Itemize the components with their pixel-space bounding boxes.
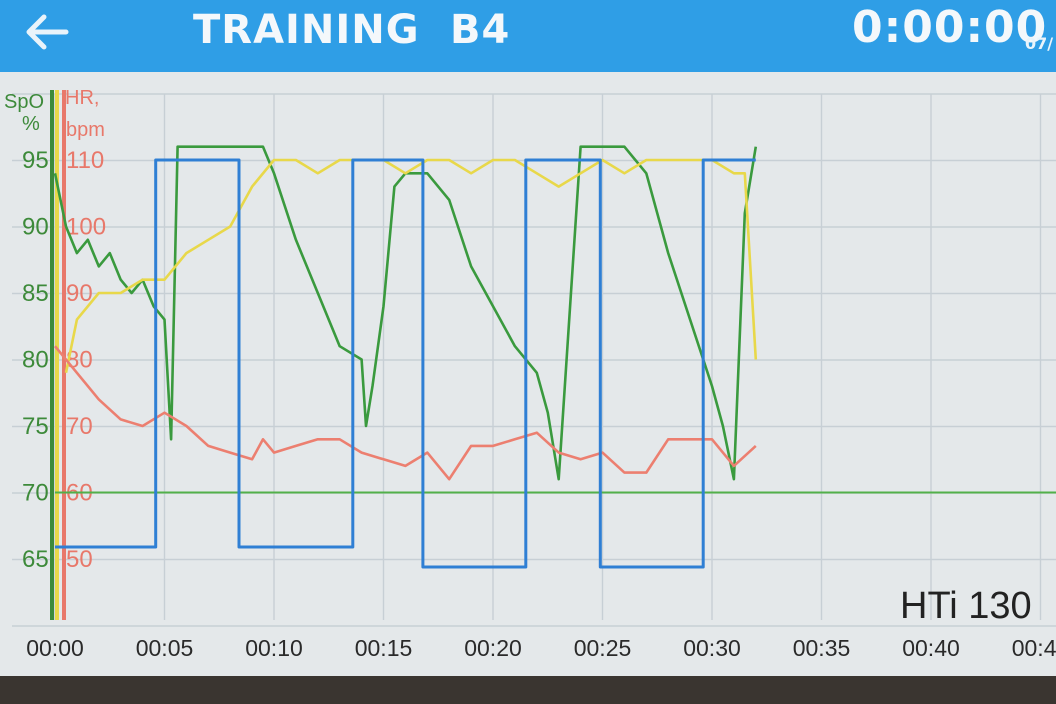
x-tick-labels: 00:00 00:05 00:10 00:15 00:20 00:25 00:30 00:35… (26, 635, 1056, 661)
hr-tick-label: 50 (66, 546, 93, 573)
screen-title: TRAINING (193, 7, 420, 53)
hr-axis-bar (62, 90, 66, 620)
spo2-tick-label: 80 (22, 347, 49, 374)
hr-tick-label: 70 (66, 413, 93, 440)
spo2-axis-bar (50, 90, 54, 620)
mode-label: B4 (450, 7, 511, 53)
x-tick-label: 00:35 (793, 635, 851, 661)
axis-labels: SpO % HR, bpm (4, 87, 105, 141)
target-series-line (55, 158, 756, 569)
chart-grid (12, 93, 1056, 627)
x-tick-label: 00:05 (136, 635, 194, 661)
x-tick-label: 00:25 (574, 635, 632, 661)
hr-axis-label: HR, (65, 87, 99, 109)
hr-tick-label: 100 (66, 214, 106, 241)
hr-tick-label: 90 (66, 280, 93, 307)
spo2-secondary-bar (55, 90, 59, 620)
chart-panel: SpO % HR, bpm 95 90 85 80 75 70 65 110 100 90 80 70… (0, 72, 1056, 676)
x-tick-label: 00:30 (683, 635, 741, 661)
spo2-axis-label: SpO (4, 91, 44, 113)
spo2-tick-label: 65 (22, 546, 49, 573)
x-tick-label: 00:00 (26, 635, 84, 661)
series-lines (53, 145, 1056, 569)
spo2-tick-label: 75 (22, 413, 49, 440)
x-tick-label: 00:10 (245, 635, 303, 661)
axis-bars (50, 90, 66, 620)
spo2-tick-label: 70 (22, 480, 49, 507)
session-timer: 0:00:00 (852, 2, 1048, 53)
device-bezel (0, 676, 1056, 704)
arrow-left-icon (26, 14, 69, 50)
trend-chart: SpO % HR, bpm 95908580757065110100908070… (4, 87, 1056, 661)
x-tick-label: 00:40 (902, 635, 960, 661)
spo2-tick-label: 90 (22, 214, 49, 241)
spo2-series-line (53, 145, 758, 481)
hr-tick-label: 110 (66, 147, 104, 174)
back-button[interactable] (18, 8, 74, 56)
date-label: 07/ (1025, 34, 1054, 53)
x-tick-label: 00:45 (1012, 635, 1056, 661)
spo2-tick-label: 85 (22, 280, 49, 307)
spo2-tick-label: 95 (22, 147, 49, 174)
app-header: TRAINING B4 0:00:00 07/ (0, 0, 1056, 72)
hti-annotation: HTi 130 (900, 585, 1032, 627)
x-tick-label: 00:15 (355, 635, 413, 661)
heart-rate-series-line (53, 345, 757, 481)
hr-unit-label: bpm (66, 119, 105, 141)
spo2-unit-label: % (22, 113, 40, 135)
x-tick-label: 00:20 (464, 635, 522, 661)
spo2-secondary-series-line (64, 158, 758, 374)
